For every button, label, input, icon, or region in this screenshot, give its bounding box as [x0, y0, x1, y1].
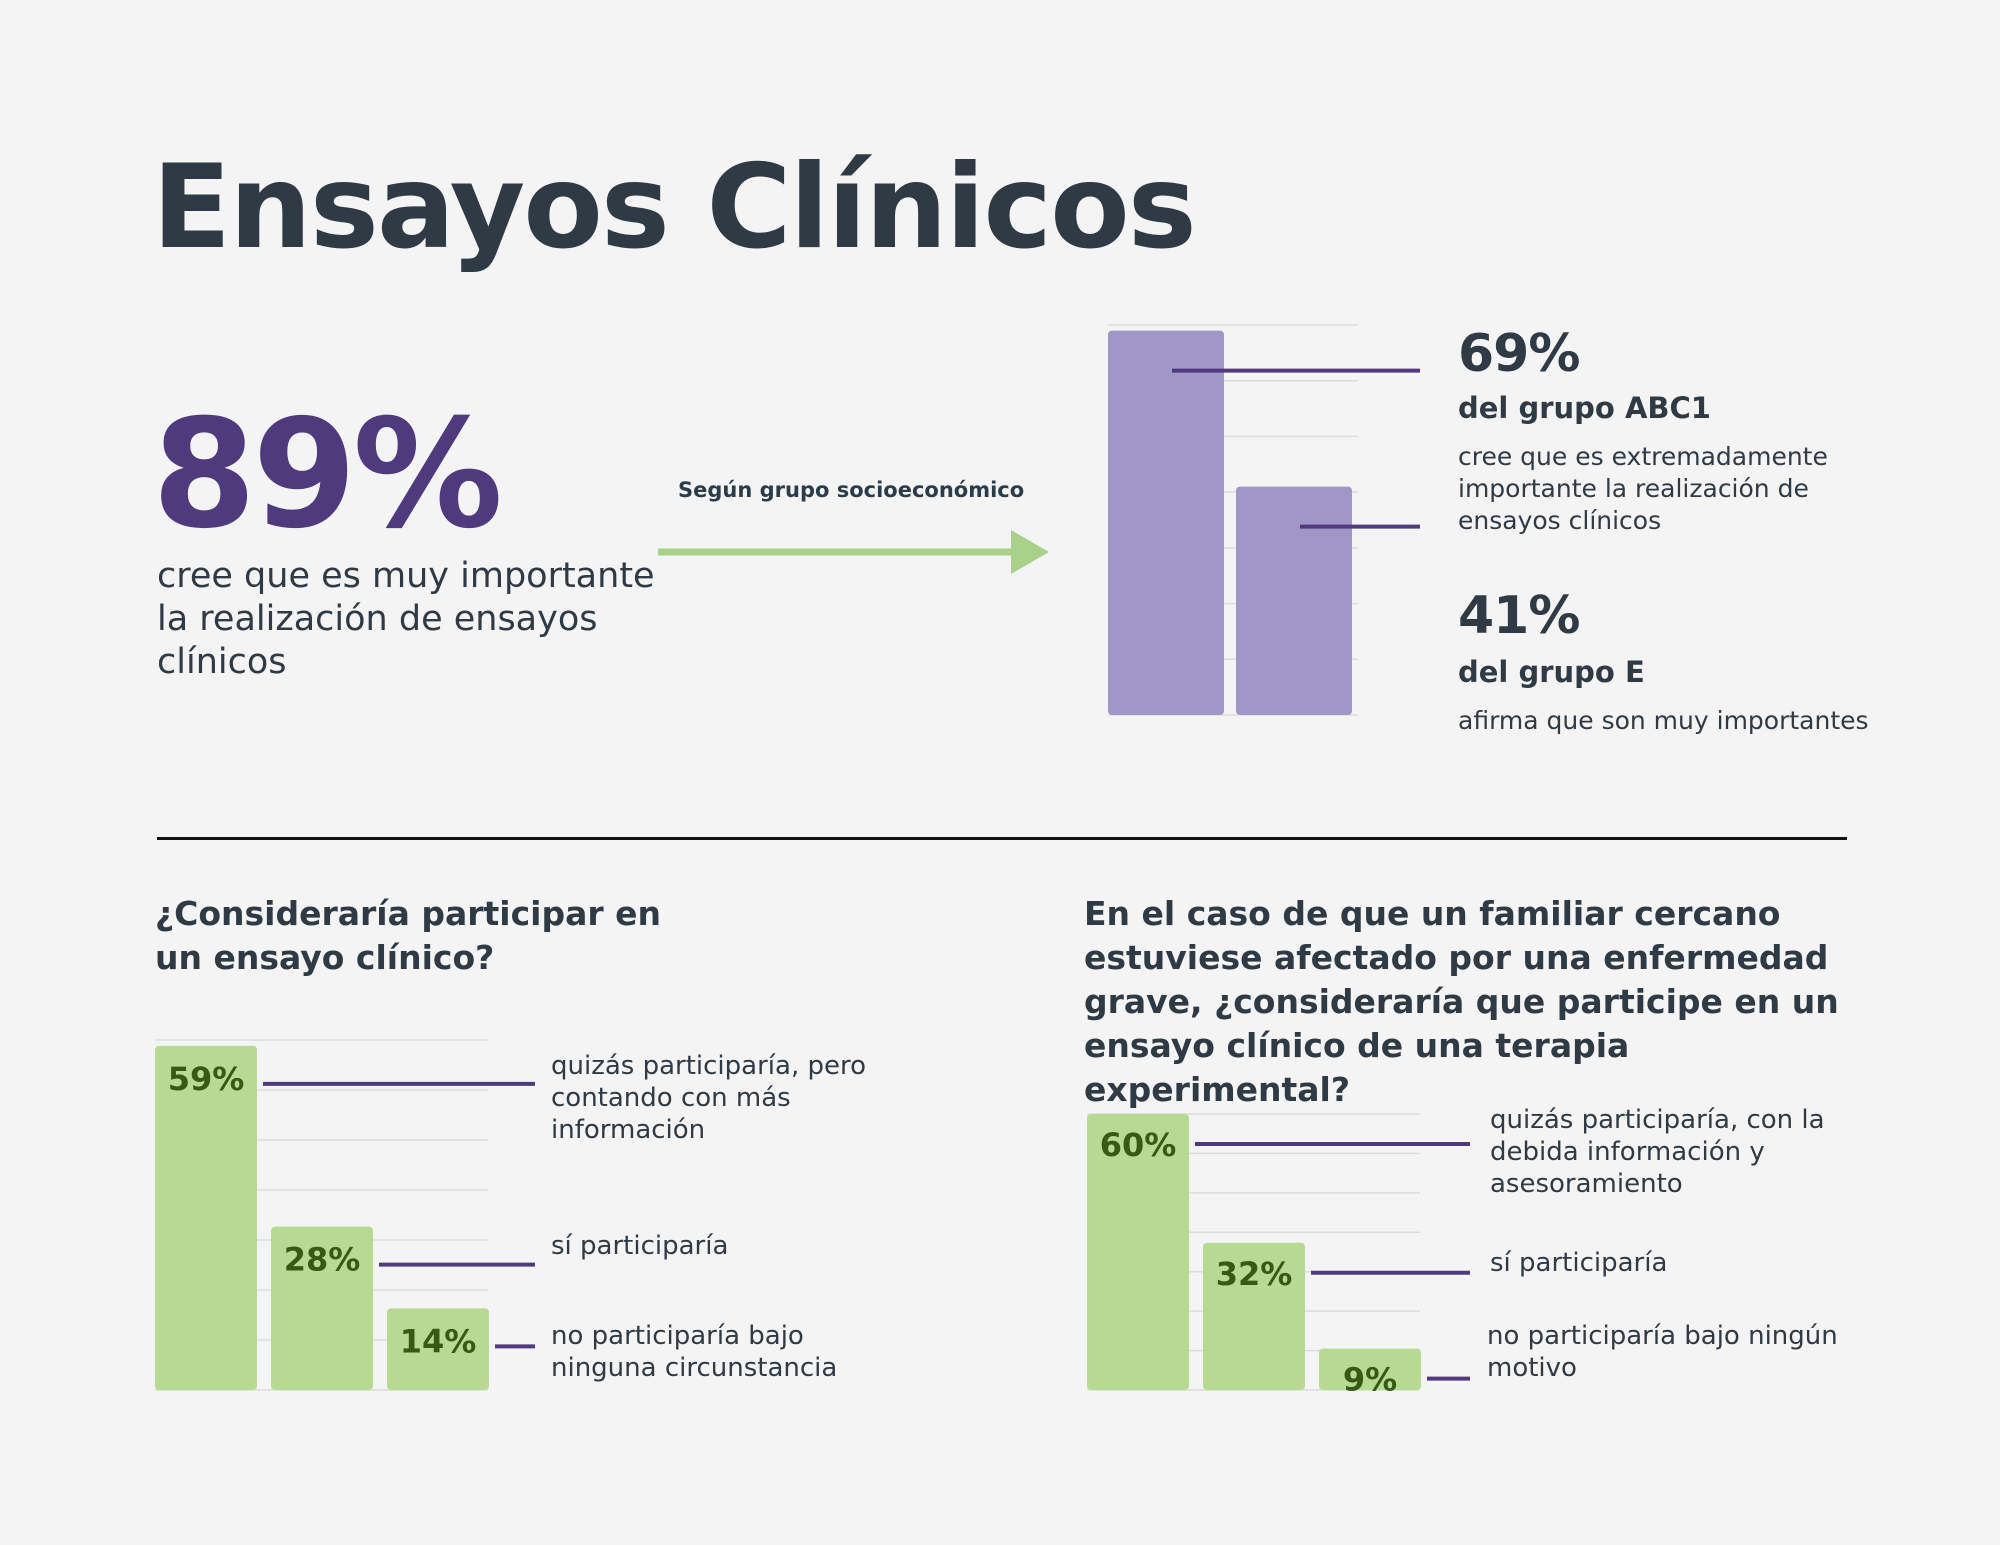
q1-label-maybe: quizás participaría, pero contando con m…: [551, 1051, 866, 1145]
bar: [1108, 330, 1224, 715]
q1-label-yes: sí participaría: [551, 1231, 729, 1261]
q2-label-no: no participaría bajo ningún motivo: [1487, 1321, 1838, 1383]
q2-bar-chart: 60% 32% 9%: [1087, 1113, 1470, 1399]
socio-value-label: 69%: [1458, 324, 1580, 384]
q2-label-maybe: quizás participaría, con la debida infor…: [1490, 1105, 1825, 1199]
bar: [1319, 1348, 1421, 1390]
headline-description: cree que es muy importante la realizació…: [157, 556, 655, 682]
q2-title: En el caso de que un familiar cercano es…: [1084, 894, 1839, 1109]
socio-description: afirma que son muy importantes: [1458, 706, 1869, 735]
bar: [1087, 1114, 1189, 1390]
page-title: Ensayos Clínicos: [152, 140, 1197, 275]
bar-data-label: 28%: [284, 1241, 361, 1279]
q2-label-yes: sí participaría: [1490, 1248, 1668, 1278]
arrow-head: [1011, 530, 1049, 574]
socio-group-label: del grupo E: [1458, 655, 1645, 689]
socio-bar-chart: [1108, 324, 1420, 716]
bar: [155, 1045, 257, 1390]
socio-value-label: 41%: [1458, 586, 1580, 646]
bar: [387, 1308, 489, 1390]
bar: [271, 1226, 373, 1390]
bar-data-label: 14%: [400, 1322, 477, 1360]
q1-label-no: no participaría bajo ninguna circunstanc…: [551, 1321, 838, 1383]
socio-item-abc1: 69% del grupo ABC1 cree que es extremada…: [1458, 328, 1878, 537]
bar: [1236, 486, 1352, 715]
bar-data-label: 60%: [1100, 1126, 1177, 1164]
bar-data-label: 32%: [1216, 1255, 1293, 1293]
arrow-right-icon: [658, 530, 1049, 574]
arrow-caption: Según grupo socioeconómico: [678, 478, 1025, 502]
q1-title: ¿Consideraría participar en un ensayo cl…: [155, 894, 662, 977]
bar-data-label: 59%: [168, 1060, 245, 1098]
headline-stat: 89%: [152, 388, 503, 562]
q1-bar-chart: 59% 28% 14%: [155, 1039, 535, 1391]
socio-item-e: 41% del grupo E afirma que son muy impor…: [1458, 590, 1878, 737]
socio-group-label: del grupo ABC1: [1458, 391, 1711, 425]
section-divider: [157, 837, 1847, 840]
bar-data-label: 9%: [1343, 1361, 1397, 1399]
bar: [1203, 1242, 1305, 1390]
socio-description: cree que es extremadamente importante la…: [1458, 442, 1828, 535]
